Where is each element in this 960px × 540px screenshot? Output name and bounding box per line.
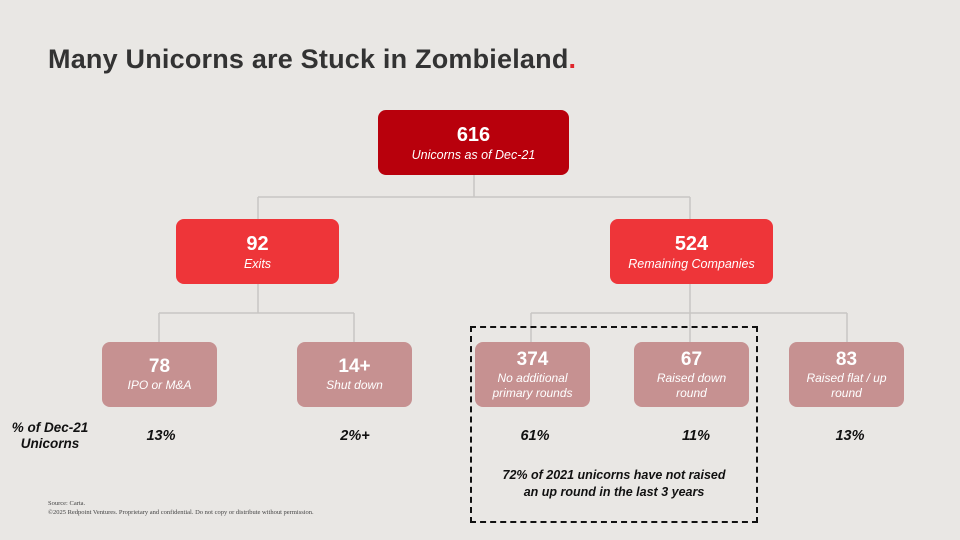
- root-label: Unicorns as of Dec-21: [411, 147, 536, 162]
- highlight-dashed-box: [470, 326, 758, 523]
- node-shut-down: 14+ Shut down: [297, 342, 412, 407]
- footer-source: Source: Carta.: [48, 500, 86, 507]
- root-value: 616: [456, 123, 491, 146]
- title-accent-dot: .: [568, 44, 577, 74]
- ipo-label: IPO or M&A: [127, 378, 192, 392]
- pct-ipo-or-ma: 13%: [146, 428, 176, 444]
- node-exits: 92 Exits: [176, 219, 339, 284]
- pct-row-label: % of Dec-21 Unicorns: [8, 420, 92, 452]
- no-additional-label-line2: primary rounds: [492, 385, 573, 400]
- flat-up-label-line2: round: [831, 385, 862, 400]
- pct-shut-down: 2%+: [340, 428, 370, 444]
- node-no-additional-rounds: 374 No additional primary rounds: [475, 342, 590, 407]
- down-round-label-line2: round: [676, 385, 707, 400]
- pct-raised-flat-up-round: 13%: [835, 428, 865, 444]
- highlight-note-line1: 72% of 2021 unicorns have not raised: [502, 468, 726, 482]
- footer: Source: Carta. ©2025 Redpoint Ventures. …: [48, 499, 314, 517]
- page-title: Many Unicorns are Stuck in Zombieland.: [48, 44, 576, 75]
- no-additional-value: 374: [516, 348, 549, 370]
- pct-row-label-line2: Unicorns: [20, 436, 80, 451]
- footer-copyright: ©2025 Redpoint Ventures. Proprietary and…: [48, 509, 314, 516]
- title-text: Many Unicorns are Stuck in Zombieland: [48, 44, 569, 74]
- flat-up-value: 83: [835, 348, 858, 370]
- flat-up-label-line1: Raised flat / up: [806, 370, 887, 385]
- pct-raised-down-round: 11%: [682, 428, 710, 444]
- down-round-label-line1: Raised down: [656, 370, 727, 385]
- node-raised-down-round: 67 Raised down round: [634, 342, 749, 407]
- pct-no-additional-rounds: 61%: [520, 428, 550, 444]
- highlight-note-line2: an up round in the last 3 years: [523, 485, 705, 499]
- no-additional-label-line1: No additional: [497, 370, 568, 385]
- pct-row-label-line1: % of Dec-21: [11, 420, 89, 435]
- connector-exits-to-children: [158, 284, 355, 342]
- highlight-note: 72% of 2021 unicorns have not raised an …: [474, 467, 754, 501]
- root-node-unicorns: 616 Unicorns as of Dec-21: [378, 110, 569, 175]
- remaining-label: Remaining Companies: [628, 256, 755, 271]
- connector-root-to-level1: [257, 175, 691, 219]
- node-raised-flat-up-round: 83 Raised flat / up round: [789, 342, 904, 407]
- ipo-value: 78: [148, 356, 171, 377]
- exits-value: 92: [246, 232, 269, 255]
- exits-label: Exits: [243, 256, 272, 271]
- remaining-value: 524: [674, 232, 709, 255]
- down-round-value: 67: [680, 348, 703, 370]
- node-remaining-companies: 524 Remaining Companies: [610, 219, 773, 284]
- shutdown-value: 14+: [338, 356, 371, 377]
- node-ipo-or-ma: 78 IPO or M&A: [102, 342, 217, 407]
- shutdown-label: Shut down: [326, 378, 383, 392]
